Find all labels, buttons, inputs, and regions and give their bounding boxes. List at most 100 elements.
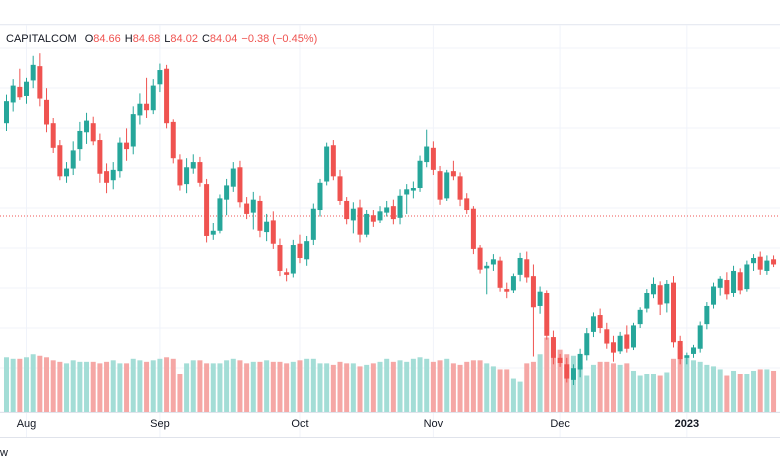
candle <box>64 162 70 183</box>
candle <box>224 178 230 216</box>
candle-body <box>684 355 690 358</box>
candle-body <box>624 334 630 349</box>
candle <box>97 133 103 183</box>
candle <box>264 213 270 242</box>
volume-bar <box>50 360 56 412</box>
candle <box>370 210 376 227</box>
candle-body <box>637 309 643 325</box>
x-tick-label: Sep <box>150 418 170 430</box>
candle <box>637 307 643 328</box>
volume-bar <box>117 363 123 412</box>
candle <box>297 234 303 264</box>
volume-bar <box>430 361 436 412</box>
candle-body <box>444 172 450 199</box>
candle <box>137 93 143 125</box>
candle <box>317 178 323 217</box>
candle-body <box>277 245 283 271</box>
candle-body <box>757 256 763 270</box>
candle-body <box>57 145 63 177</box>
candle <box>731 265 737 297</box>
candle-body <box>390 206 396 220</box>
candle <box>697 321 703 353</box>
candle-body <box>230 168 236 187</box>
volume-bar <box>544 337 550 412</box>
candle <box>37 53 43 107</box>
candle <box>337 169 343 205</box>
candle-body <box>417 160 423 188</box>
candle <box>390 199 396 225</box>
candle <box>564 357 570 383</box>
candle-body <box>764 260 770 271</box>
candle <box>764 255 770 275</box>
candle-body <box>257 200 263 231</box>
candle-body <box>437 171 443 200</box>
volume-bar <box>190 360 196 412</box>
candle <box>504 282 510 299</box>
candle-body <box>237 167 243 203</box>
volume-bar <box>177 374 183 412</box>
candle-body <box>24 81 30 96</box>
candle <box>677 335 683 365</box>
candle <box>177 154 183 191</box>
volume-bar <box>564 354 570 412</box>
volume-bar <box>764 369 770 412</box>
candle-body <box>224 185 230 200</box>
volume-bar <box>450 363 456 412</box>
candle-body <box>64 168 70 177</box>
volume-bar <box>97 363 103 412</box>
candle <box>624 325 630 353</box>
volume-bar <box>110 360 116 412</box>
volume-bar <box>204 363 210 412</box>
candle-body <box>457 176 463 200</box>
candle <box>230 162 236 192</box>
volume-bar <box>104 361 110 412</box>
candle-body <box>590 316 596 332</box>
candle <box>544 290 550 340</box>
candle-body <box>610 342 616 353</box>
candle-body <box>517 258 523 275</box>
candle <box>130 106 136 155</box>
candle <box>590 312 596 338</box>
candle <box>457 172 463 207</box>
candle <box>724 272 730 300</box>
candle <box>190 154 196 174</box>
volume-bar <box>257 361 263 412</box>
volume-bar <box>671 358 676 412</box>
volume-bar <box>337 361 343 412</box>
candle <box>550 330 556 365</box>
volume-bar <box>397 360 403 412</box>
candle-body <box>104 171 110 183</box>
candle <box>364 210 370 238</box>
volume-bar <box>150 360 156 412</box>
volume-bar <box>57 361 63 412</box>
candle-body <box>490 259 496 265</box>
volume-bar <box>130 358 136 412</box>
candle <box>57 140 63 181</box>
volume-bar <box>577 366 583 412</box>
candle-body <box>404 189 410 195</box>
candle-body <box>397 195 403 218</box>
candle <box>630 322 636 351</box>
candle <box>50 118 56 153</box>
candle <box>330 140 336 181</box>
candle-body <box>584 333 590 356</box>
volume-bar <box>630 370 636 412</box>
candle <box>744 260 750 292</box>
candle <box>344 197 350 225</box>
candle <box>4 94 9 131</box>
candle-body <box>570 368 576 380</box>
volume-bar <box>457 364 463 412</box>
candle-body <box>37 66 43 99</box>
volume-bar <box>617 364 623 412</box>
candle-body <box>117 142 123 172</box>
candle <box>757 251 763 275</box>
candle-body <box>250 199 256 213</box>
volume-bar <box>197 360 203 412</box>
candle-body <box>204 184 210 236</box>
candle-body <box>384 207 390 213</box>
candle <box>284 268 290 282</box>
volume-bar <box>164 357 170 412</box>
candle <box>270 211 276 249</box>
candle-body <box>137 103 143 116</box>
